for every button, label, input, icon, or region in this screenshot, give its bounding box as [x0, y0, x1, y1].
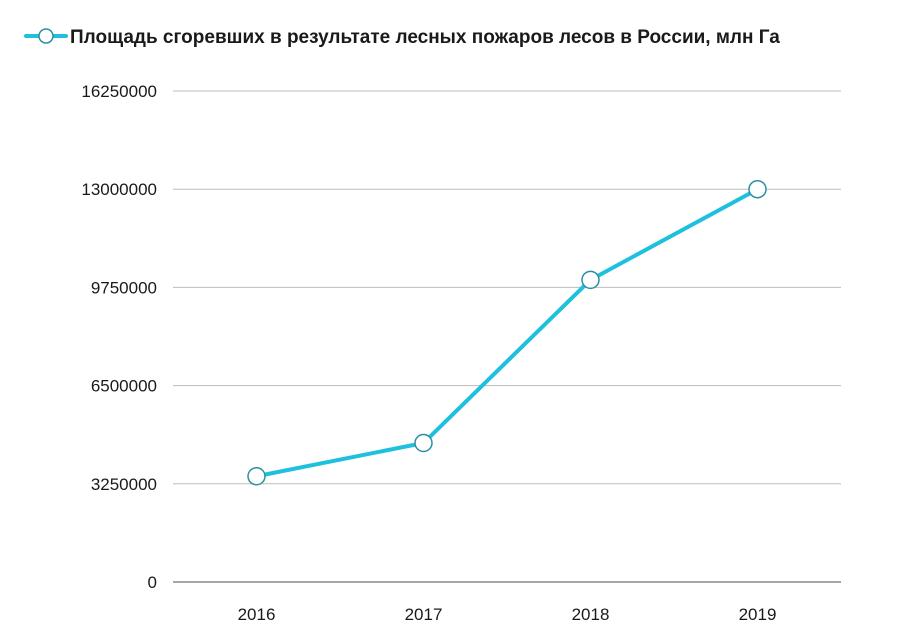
chart-legend: Площадь сгоревших в результате лесных по… — [24, 27, 780, 48]
x-axis-tick-labels: 2016 2017 2018 2019 — [238, 605, 777, 624]
x-tick-label: 2018 — [572, 605, 610, 624]
y-tick-label: 0 — [148, 573, 157, 592]
y-gridlines — [173, 90, 841, 485]
data-point — [247, 466, 266, 486]
data-point — [414, 433, 433, 453]
data-point — [581, 270, 600, 290]
legend-series-label: Площадь сгоревших в результате лесных по… — [70, 27, 780, 48]
y-tick-label: 3250000 — [91, 475, 157, 494]
x-tick-label: 2017 — [405, 605, 443, 624]
y-tick-label: 16250000 — [81, 82, 157, 101]
series-group — [247, 179, 767, 486]
y-tick-label: 9750000 — [91, 278, 157, 297]
series-line — [254, 187, 760, 479]
x-tick-label: 2019 — [739, 605, 777, 624]
y-tick-label: 13000000 — [81, 180, 157, 199]
legend-series-marker — [38, 28, 54, 44]
y-axis-tick-labels: 0 3250000 6500000 9750000 13000000 16250000 — [81, 82, 157, 592]
data-point — [748, 179, 767, 199]
y-tick-label: 6500000 — [91, 377, 157, 396]
x-tick-label: 2016 — [238, 605, 276, 624]
